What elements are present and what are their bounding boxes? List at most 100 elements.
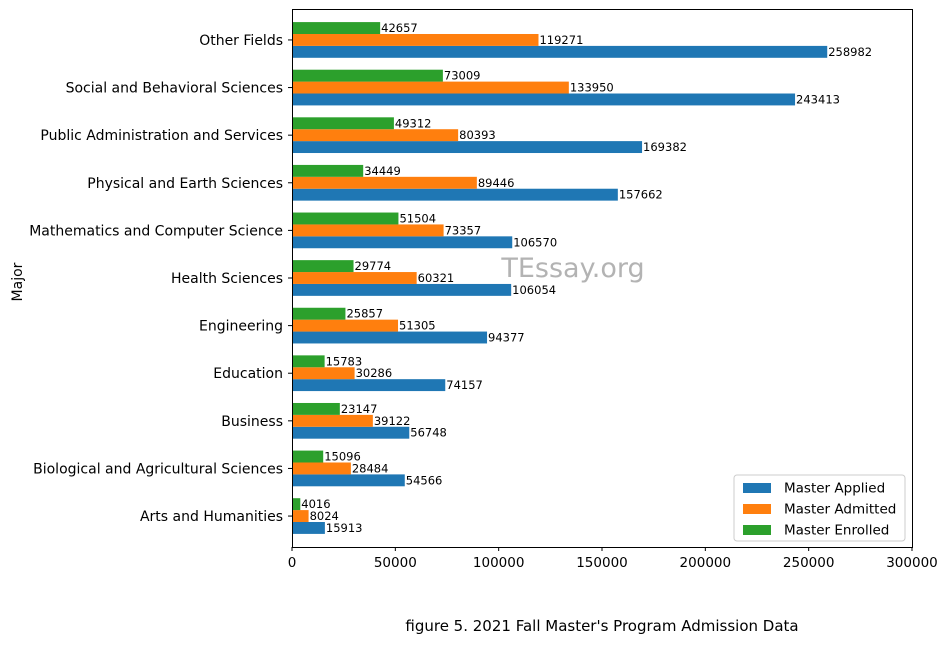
x-ticks-layer: 0 50000 100000 150000 200000 250000 300000: [288, 547, 938, 571]
bar: [292, 426, 410, 439]
bar-value-label: 60321: [418, 271, 455, 285]
bar: [292, 260, 354, 273]
bar-value-label: 4016: [301, 497, 330, 511]
bar-value-label: 119271: [539, 33, 583, 47]
y-tick-label: Mathematics and Computer Science: [29, 223, 283, 239]
legend-swatch: [743, 525, 771, 535]
legend-swatch: [743, 483, 771, 493]
x-tick-label: 300000: [886, 555, 938, 571]
bar: [292, 141, 643, 154]
data-labels-layer: 15913 54566 56748 74157 94377 106054 106570 157…: [301, 21, 872, 535]
y-axis-label: Major: [10, 262, 26, 301]
bar: [292, 236, 513, 249]
bar: [292, 307, 346, 320]
bar-value-label: 15783: [326, 354, 363, 368]
bar-value-label: 39122: [374, 414, 411, 428]
bar-value-label: 89446: [478, 176, 515, 190]
legend-label: Master Admitted: [784, 502, 896, 518]
bar-value-label: 73357: [445, 223, 482, 237]
bar: [292, 117, 394, 130]
legend-label: Master Enrolled: [784, 523, 889, 539]
y-tick-label: Arts and Humanities: [140, 509, 283, 525]
y-tick-label: Other Fields: [199, 33, 283, 49]
legend: Master Applied Master Admitted Master Enro…: [733, 474, 906, 542]
bar: [292, 283, 512, 296]
bar-value-label: 51504: [399, 211, 436, 225]
bar-value-label: 157662: [619, 188, 663, 202]
legend-frame: [733, 474, 906, 542]
bar-value-label: 51305: [399, 319, 436, 333]
bar-value-label: 8024: [310, 509, 339, 523]
bar-value-label: 80393: [459, 128, 496, 142]
bar-value-label: 74157: [446, 378, 483, 392]
bar-value-label: 73009: [444, 69, 481, 83]
bar: [292, 188, 618, 201]
y-tick-label: Education: [213, 366, 283, 382]
bar: [292, 367, 355, 380]
bar: [292, 176, 477, 189]
bar-value-label: 49312: [395, 116, 432, 130]
bar: [292, 212, 399, 225]
bar-value-label: 56748: [410, 426, 447, 440]
bar-value-label: 25857: [346, 307, 383, 321]
bar: [292, 272, 417, 284]
bar: [292, 33, 539, 46]
y-tick-label: Engineering: [199, 319, 283, 335]
bar: [292, 402, 340, 415]
bar-value-label: 106054: [512, 283, 556, 297]
bar: [292, 355, 325, 368]
legend-swatch: [743, 504, 771, 514]
bar-value-label: 23147: [341, 402, 378, 416]
legend-label: Master Applied: [784, 481, 885, 497]
bar-value-label: 54566: [406, 473, 443, 487]
y-tick-label: Physical and Earth Sciences: [87, 176, 283, 192]
x-tick-label: 0: [288, 555, 297, 571]
bar-value-label: 28484: [352, 461, 389, 475]
bar-value-label: 42657: [381, 21, 418, 35]
x-tick-label: 100000: [473, 555, 525, 571]
bar-value-label: 30286: [356, 366, 393, 380]
bar-value-label: 106570: [513, 235, 557, 249]
bar: [292, 69, 443, 82]
bar: [292, 414, 373, 427]
y-tick-label: Public Administration and Services: [40, 128, 283, 144]
bar: [292, 129, 459, 142]
bar: [292, 450, 324, 463]
bar: [292, 498, 301, 511]
bar-value-label: 94377: [488, 331, 525, 345]
figure-caption: figure 5. 2021 Fall Master's Program Adm…: [405, 617, 799, 635]
bar: [292, 93, 796, 106]
watermark: TEssay.org: [500, 253, 644, 284]
bar: [292, 224, 444, 237]
bar-value-label: 15913: [326, 521, 363, 535]
bar: [292, 462, 351, 475]
bar-value-label: 133950: [570, 81, 614, 95]
y-tick-label: Health Sciences: [171, 271, 283, 287]
bar: [292, 510, 309, 523]
bar-value-label: 169382: [643, 140, 687, 154]
bars-layer: [292, 22, 828, 534]
y-tick-label: Social and Behavioral Sciences: [66, 81, 283, 97]
bar-value-label: 258982: [828, 45, 872, 59]
x-tick-label: 250000: [783, 555, 835, 571]
bar: [292, 164, 364, 177]
plot-frame: [292, 9, 913, 548]
bar: [292, 331, 488, 344]
bar: [292, 379, 446, 392]
x-tick-label: 50000: [374, 555, 417, 571]
y-tick-label: Business: [221, 414, 283, 430]
bar: [292, 45, 828, 58]
bar: [292, 81, 569, 94]
bar-value-label: 29774: [355, 259, 392, 273]
bar-value-label: 15096: [324, 450, 361, 464]
y-ticks-layer: Arts and Humanities Biological and Agricu…: [29, 33, 292, 525]
bar-value-label: 243413: [796, 92, 840, 106]
bar-value-label: 34449: [364, 164, 401, 178]
x-tick-label: 150000: [576, 555, 628, 571]
bar: [292, 474, 405, 487]
x-tick-label: 200000: [680, 555, 732, 571]
bar: [292, 522, 325, 534]
bar: [292, 22, 381, 34]
y-tick-label: Biological and Agricultural Sciences: [33, 461, 283, 477]
